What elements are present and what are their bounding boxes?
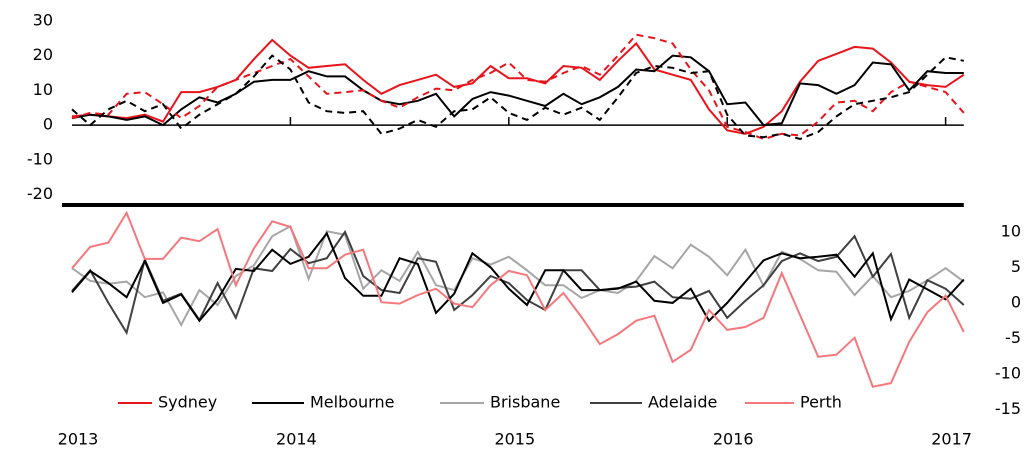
- x-tick-label: 2015: [494, 430, 535, 449]
- y-tick-label: 0: [43, 115, 53, 134]
- series-line: [71, 54, 964, 141]
- y-tick-label: -20: [27, 184, 53, 203]
- legend-label: Perth: [800, 393, 842, 412]
- y2-tick-label: 5: [1011, 257, 1021, 276]
- legend-label: Adelaide: [648, 393, 717, 412]
- x-tick-label: 2013: [58, 430, 99, 449]
- legend-label: Sydney: [158, 393, 217, 412]
- x-tick-label: 2014: [276, 430, 317, 449]
- series-line: [71, 229, 965, 336]
- x-tick-label: 2017: [931, 430, 972, 449]
- legend-label: Brisbane: [490, 393, 560, 412]
- series-line: [71, 231, 965, 323]
- y-tick-label: 20: [33, 45, 53, 64]
- y2-tick-label: 0: [1011, 292, 1021, 311]
- series-line: [71, 224, 965, 328]
- y2-tick-label: -5: [1005, 328, 1021, 347]
- y2-tick-label: -10: [995, 363, 1021, 382]
- y-tick-label: -10: [27, 149, 53, 168]
- legend-label: Melbourne: [310, 393, 394, 412]
- y-tick-label: 30: [33, 10, 53, 29]
- y-tick-label: 10: [33, 80, 53, 99]
- series-line: [71, 54, 964, 127]
- series-line: [71, 210, 965, 388]
- y2-tick-label: 10: [1001, 221, 1021, 240]
- y2-tick-label: -15: [995, 399, 1021, 418]
- series-line: [71, 33, 965, 141]
- series-line: [71, 38, 965, 135]
- x-tick-label: 2016: [713, 430, 754, 449]
